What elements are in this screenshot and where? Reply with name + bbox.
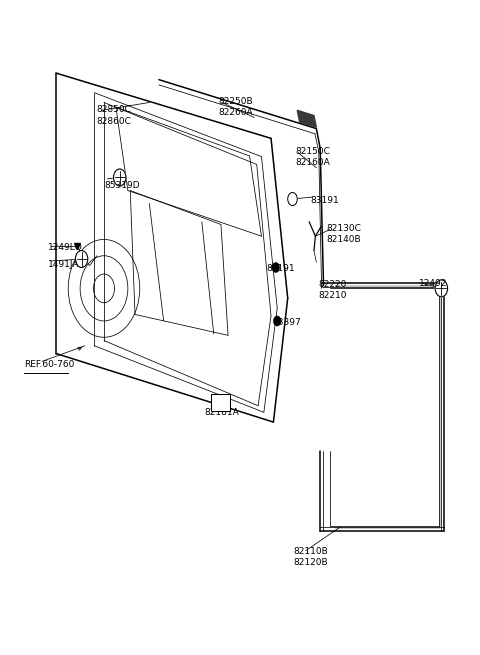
Text: 1491JA: 1491JA: [48, 260, 80, 269]
Text: 85319D: 85319D: [104, 181, 140, 190]
Circle shape: [288, 193, 297, 206]
Text: 82220
82210: 82220 82210: [319, 280, 347, 300]
Text: 82181A: 82181A: [204, 408, 239, 417]
Text: 82250B
82260A: 82250B 82260A: [218, 97, 253, 117]
Text: 1249LQ: 1249LQ: [48, 244, 83, 252]
Circle shape: [435, 280, 447, 297]
Circle shape: [75, 251, 88, 267]
Circle shape: [114, 169, 126, 186]
Text: 83397: 83397: [273, 318, 301, 327]
Circle shape: [273, 263, 279, 272]
Text: 82191: 82191: [266, 265, 295, 273]
Text: REF.60-760: REF.60-760: [24, 360, 75, 369]
Text: 82110B
82120B: 82110B 82120B: [293, 547, 328, 567]
Polygon shape: [297, 110, 316, 127]
Text: 82850C
82860C: 82850C 82860C: [97, 105, 132, 126]
Text: 82150C
82160A: 82150C 82160A: [295, 147, 330, 166]
Text: 12492: 12492: [419, 278, 447, 288]
Text: 83191: 83191: [311, 196, 339, 205]
FancyBboxPatch shape: [211, 394, 230, 411]
Text: 82130C
82140B: 82130C 82140B: [327, 223, 362, 244]
Circle shape: [274, 316, 281, 326]
